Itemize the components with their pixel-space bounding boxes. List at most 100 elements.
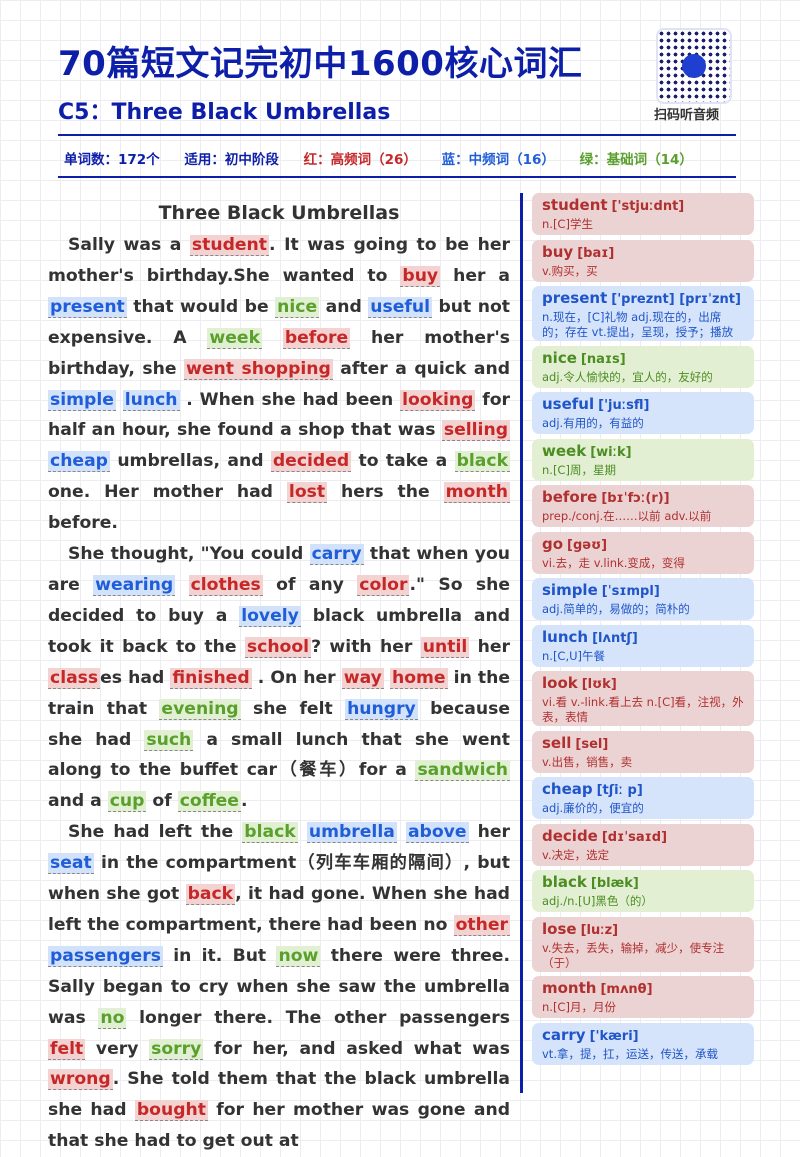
vocab-card[interactable]: useful ['juːsfl] adj.有用的，有益的: [532, 392, 754, 434]
story-paragraph: Sally was a student. It was going to be …: [48, 230, 511, 539]
vocab-word: week: [542, 441, 587, 460]
vocab-headline: sell [sel]: [542, 734, 744, 753]
page-header: 70篇短文记完初中1600核心词汇 C5：Three Black Umbrell…: [0, 0, 800, 190]
keyword-red[interactable]: went shopping: [184, 358, 333, 380]
keyword-green[interactable]: black: [454, 451, 511, 473]
keyword-red[interactable]: wrong: [48, 1069, 113, 1091]
qr-code-icon[interactable]: [656, 28, 732, 104]
vocab-headline: look [lʊk]: [542, 675, 744, 693]
vocab-card[interactable]: lunch [lʌntʃ] n.[C,U]午餐: [532, 624, 754, 667]
story-text: and a: [48, 791, 108, 812]
vocab-phonetic: [baɪ]: [577, 245, 615, 261]
stats-bar: 单词数：172个 适用：初中阶段 红：高频词（26） 蓝：中频词（16） 绿：基…: [64, 148, 713, 168]
keyword-red[interactable]: school: [244, 636, 312, 658]
vocab-card[interactable]: present ['preznt] [prɪˈznt] n.现在，[C]礼物 adj…: [532, 286, 754, 341]
keyword-blue[interactable]: carry: [309, 544, 364, 566]
keyword-red[interactable]: clothes: [188, 574, 263, 596]
vocab-card[interactable]: student ['stjuːdnt] n.[C]学生: [532, 193, 754, 235]
keyword-blue[interactable]: cheap: [48, 451, 110, 473]
story-text: [298, 822, 307, 842]
keyword-green[interactable]: cup: [107, 791, 147, 813]
keyword-red[interactable]: bought: [134, 1100, 208, 1122]
keyword-red[interactable]: other: [453, 914, 510, 936]
keyword-red[interactable]: selling: [441, 420, 510, 442]
keyword-green[interactable]: now: [276, 945, 321, 967]
vocab-card[interactable]: go [gəʊ] vi.去，走 v.link.变成，变得: [532, 531, 754, 574]
vocab-meaning: n.[C,U]午餐: [542, 648, 606, 663]
vocab-headline: buy [baɪ]: [542, 243, 744, 262]
keyword-blue[interactable]: lovely: [239, 605, 301, 627]
vocab-phonetic: [lʊk]: [581, 677, 617, 692]
vocab-card[interactable]: week [wiːk] n.[C]周，星期: [532, 438, 754, 481]
vocab-headline: lunch [lʌntʃ]: [542, 628, 744, 647]
keyword-blue[interactable]: present: [48, 296, 127, 318]
story-text: that would be: [126, 296, 276, 317]
keyword-red[interactable]: felt: [48, 1038, 86, 1060]
keyword-red[interactable]: until: [420, 636, 470, 658]
story-text: black umbrella and took it back to the: [48, 605, 510, 657]
keyword-red[interactable]: home: [389, 667, 448, 689]
keyword-blue[interactable]: passengers: [48, 945, 163, 967]
vocab-card[interactable]: decide [dɪˈsaɪd] v.决定，选定: [532, 823, 754, 866]
vocab-card[interactable]: lose [luːz] v.失去，丢失，输掉，减少，使专注（于）: [532, 916, 754, 972]
story-text: in the train that: [48, 667, 510, 719]
legend-blue: 蓝：中频词（16）: [441, 152, 555, 168]
header-rule-bottom: [58, 176, 736, 178]
keyword-blue[interactable]: above: [405, 822, 469, 844]
keyword-green[interactable]: evening: [159, 698, 241, 720]
keyword-blue[interactable]: umbrella: [306, 822, 397, 844]
vocab-word: look: [542, 674, 578, 692]
keyword-blue[interactable]: seat: [48, 853, 94, 875]
keyword-red[interactable]: finished: [170, 667, 252, 689]
vocab-headline: go [gəʊ]: [542, 535, 744, 554]
keyword-red[interactable]: lost: [286, 482, 328, 504]
keyword-blue[interactable]: hungry: [345, 698, 418, 720]
keyword-green[interactable]: sandwich: [415, 760, 510, 782]
vocab-card[interactable]: sell [sel] v.出售，销售，卖: [532, 730, 754, 773]
vocab-phonetic: ['kæri]: [589, 1028, 639, 1044]
keyword-blue[interactable]: simple: [48, 389, 116, 411]
keyword-blue[interactable]: lunch: [122, 389, 180, 411]
vocab-card[interactable]: buy [baɪ] v.购买，买: [532, 239, 754, 282]
story-column: Three Black Umbrellas Sally was a studen…: [48, 196, 510, 1157]
vocab-phonetic: [mʌnθ]: [600, 982, 653, 997]
vocab-card[interactable]: before [bɪˈfɔː(r)] prep./conj.在……以前 adv.以前: [532, 485, 754, 527]
vocab-list: student ['stjuːdnt] n.[C]学生 buy [baɪ] v.购买，买 p…: [532, 193, 754, 1069]
vocab-card[interactable]: look [lʊk] vi.看 v.-link.看上去 n.[C]看，注视，外表，表…: [532, 671, 754, 726]
keyword-red[interactable]: month: [443, 482, 510, 504]
keyword-red[interactable]: back: [185, 884, 236, 906]
vocab-word: lose: [542, 919, 577, 938]
story-text: hers the: [327, 482, 444, 503]
vocab-card[interactable]: month [mʌnθ] n.[C]月，月份: [532, 976, 754, 1018]
qr-label: 扫码听音频: [654, 108, 720, 123]
vocab-meaning: v.决定，选定: [542, 847, 610, 862]
keyword-green[interactable]: such: [144, 729, 194, 751]
keyword-red[interactable]: way: [341, 667, 384, 689]
keyword-green[interactable]: black: [242, 822, 298, 844]
keyword-red[interactable]: student: [189, 235, 269, 256]
keyword-green[interactable]: coffee: [177, 791, 241, 813]
vocab-headline: before [bɪˈfɔː(r)]: [542, 489, 744, 507]
keyword-blue[interactable]: wearing: [93, 574, 176, 596]
vocab-phonetic: [sel]: [575, 736, 609, 752]
vocab-phonetic: [tʃiː p]: [596, 783, 643, 798]
keyword-green[interactable]: nice: [275, 296, 320, 318]
keyword-red[interactable]: looking: [400, 389, 476, 411]
vocab-card[interactable]: cheap [tʃiː p] adj.廉价的，便宜的: [532, 777, 754, 819]
vocab-meaning: n.[C]月，月份: [542, 1000, 616, 1014]
keyword-red[interactable]: class: [48, 667, 101, 689]
keyword-green[interactable]: week: [207, 327, 262, 349]
keyword-red[interactable]: before: [282, 327, 351, 349]
keyword-green[interactable]: sorry: [149, 1038, 204, 1060]
vocab-card[interactable]: nice [naɪs] adj.令人愉快的，宜人的，友好的: [532, 345, 754, 388]
vocab-card[interactable]: simple [ˈsɪmpl] adj.简单的，易做的；简朴的: [532, 578, 754, 620]
keyword-red[interactable]: decided: [270, 451, 352, 473]
story-text: that when you are: [48, 544, 510, 595]
vocab-card[interactable]: black [blæk] adj./n.[U]黑色（的）: [532, 870, 754, 912]
keyword-blue[interactable]: useful: [368, 296, 432, 318]
vocab-meaning: prep./conj.在……以前 adv.以前: [542, 509, 712, 523]
keyword-red[interactable]: buy: [400, 265, 441, 287]
keyword-red[interactable]: color: [357, 574, 410, 596]
keyword-green[interactable]: no: [98, 1007, 127, 1029]
vocab-card[interactable]: carry ['kæri] vt.拿，提，扛，运送，传送，承载: [532, 1022, 754, 1065]
